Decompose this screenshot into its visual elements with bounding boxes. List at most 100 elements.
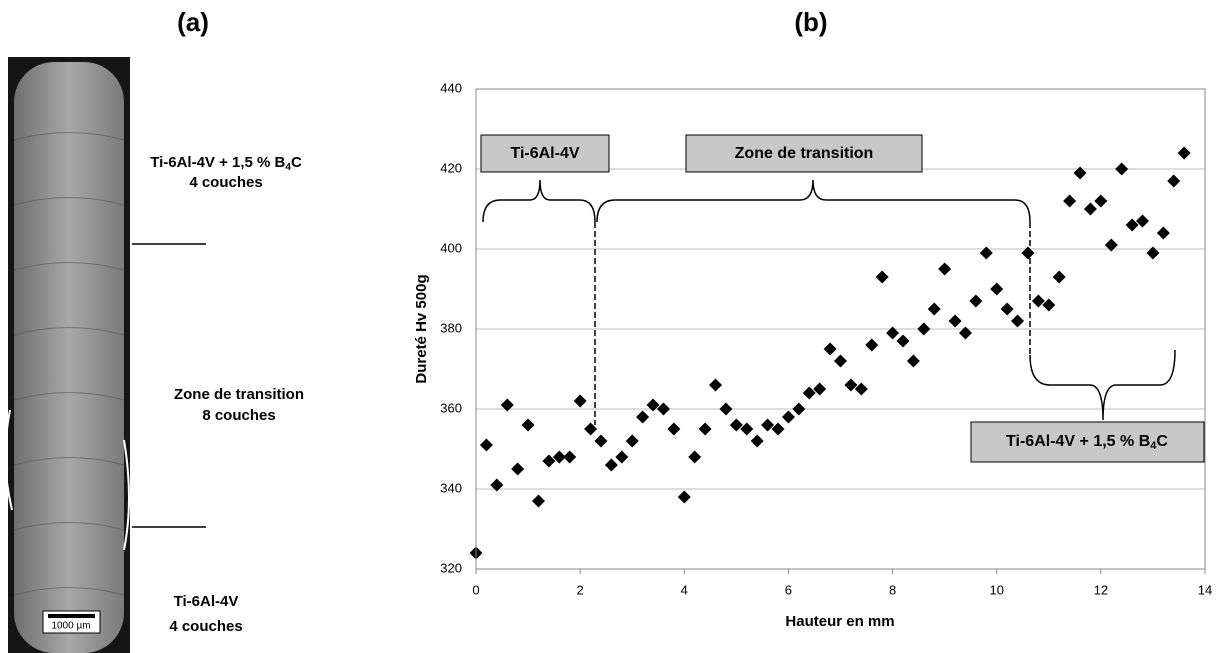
data-point: [917, 322, 931, 336]
layer-label: 4 couches: [189, 174, 262, 191]
data-point: [854, 382, 868, 396]
scale-bar-label: 1000 µm: [51, 621, 90, 632]
data-point: [479, 438, 493, 452]
data-point: [719, 402, 733, 416]
y-tick-label: 420: [440, 160, 462, 175]
data-point: [656, 402, 670, 416]
data-point: [636, 410, 650, 424]
annotation-text: Ti-6Al-4V + 1,5 % B: [1006, 433, 1150, 450]
x-tick-label: 12: [1094, 582, 1108, 597]
data-point: [1063, 194, 1077, 208]
data-point: [823, 342, 837, 356]
plot-frame: [475, 88, 1206, 570]
panel-label: (b): [794, 7, 827, 37]
data-point: [844, 378, 858, 392]
data-point: [646, 398, 660, 412]
data-point: [938, 262, 952, 276]
data-point: [865, 338, 879, 352]
data-point: [729, 418, 743, 432]
layer-label-text: C: [291, 154, 302, 171]
x-axis-label: Hauteur en mm: [785, 613, 894, 630]
annotation-box: [970, 421, 1205, 463]
y-tick-label: 360: [440, 400, 462, 415]
annotation: Zone de transition: [735, 145, 874, 162]
data-point: [521, 418, 535, 432]
data-point: [688, 450, 702, 464]
annotation-box: [480, 134, 610, 173]
data-point: [834, 354, 847, 368]
data-point: [667, 422, 681, 436]
braces: [482, 179, 1176, 425]
data-point: [927, 302, 941, 316]
data-point: [1104, 238, 1118, 252]
x-tick-label: 8: [889, 582, 896, 597]
annotation-box: [685, 134, 923, 173]
y-tick-label: 440: [440, 80, 462, 95]
data-point: [969, 294, 983, 308]
annotation: Ti-6Al-4V + 1,5 % B4C: [1006, 433, 1168, 452]
panel-label: (a): [177, 7, 209, 37]
data-point: [511, 462, 525, 476]
data-point: [948, 314, 962, 328]
data-point: [958, 326, 972, 340]
layer-label-sub: 4: [285, 162, 291, 173]
data-point: [698, 422, 712, 436]
micrograph: 1000 µm: [4, 57, 130, 653]
y-tick-label: 340: [440, 480, 462, 495]
data-point: [1042, 298, 1056, 312]
layer-label: Ti-6Al-4V + 1,5 % B4C: [150, 154, 302, 173]
annotation-sub: 4: [1150, 440, 1157, 452]
data-point: [1000, 302, 1014, 316]
data-point: [1031, 294, 1045, 308]
data-point: [1094, 194, 1108, 208]
data-point: [1136, 214, 1150, 228]
data-point: [615, 450, 629, 464]
data-point: [813, 382, 827, 396]
data-point: [500, 398, 514, 412]
data-point: [1146, 246, 1160, 260]
x-tick-label: 2: [577, 582, 584, 597]
data-point: [979, 246, 993, 260]
data-point: [1115, 162, 1129, 176]
layer-label: 4 couches: [169, 618, 242, 635]
y-tick-label: 320: [440, 560, 462, 575]
data-point: [802, 386, 816, 400]
data-point: [604, 458, 618, 472]
data-point: [490, 478, 504, 492]
data-point: [1156, 226, 1170, 240]
data-point: [584, 422, 598, 436]
data-point: [906, 354, 920, 368]
x-tick-label: 4: [681, 582, 688, 597]
data-point: [1167, 174, 1181, 188]
x-tick-label: 10: [989, 582, 1003, 597]
layer-label-text: Ti-6Al-4V + 1,5 % B: [150, 154, 285, 171]
data-point: [573, 394, 587, 408]
layer-label: 8 couches: [202, 407, 275, 424]
data-point: [625, 434, 639, 448]
data-point: [1073, 166, 1087, 180]
data-point: [875, 270, 889, 284]
data-point: [552, 450, 566, 464]
data-point: [792, 402, 806, 416]
data-point: [1011, 314, 1025, 328]
data-point: [531, 494, 545, 508]
data-point: [886, 326, 900, 340]
data-point: [563, 450, 577, 464]
data-point: [594, 434, 608, 448]
data-point: [781, 410, 795, 424]
x-tick-label: 0: [472, 582, 479, 597]
y-axis-label: Dureté Hv 500g: [413, 274, 430, 383]
data-point: [990, 282, 1004, 296]
data-point: [750, 434, 764, 448]
data-point: [896, 334, 910, 348]
layer-label: Ti-6Al-4V: [174, 593, 239, 610]
x-tick-label: 6: [785, 582, 792, 597]
layer-label: Zone de transition: [174, 386, 304, 403]
data-point: [677, 490, 691, 504]
annotation: Ti-6Al-4V: [510, 145, 579, 162]
data-point: [771, 422, 785, 436]
data-point: [761, 418, 775, 432]
data-point: [1021, 246, 1035, 260]
